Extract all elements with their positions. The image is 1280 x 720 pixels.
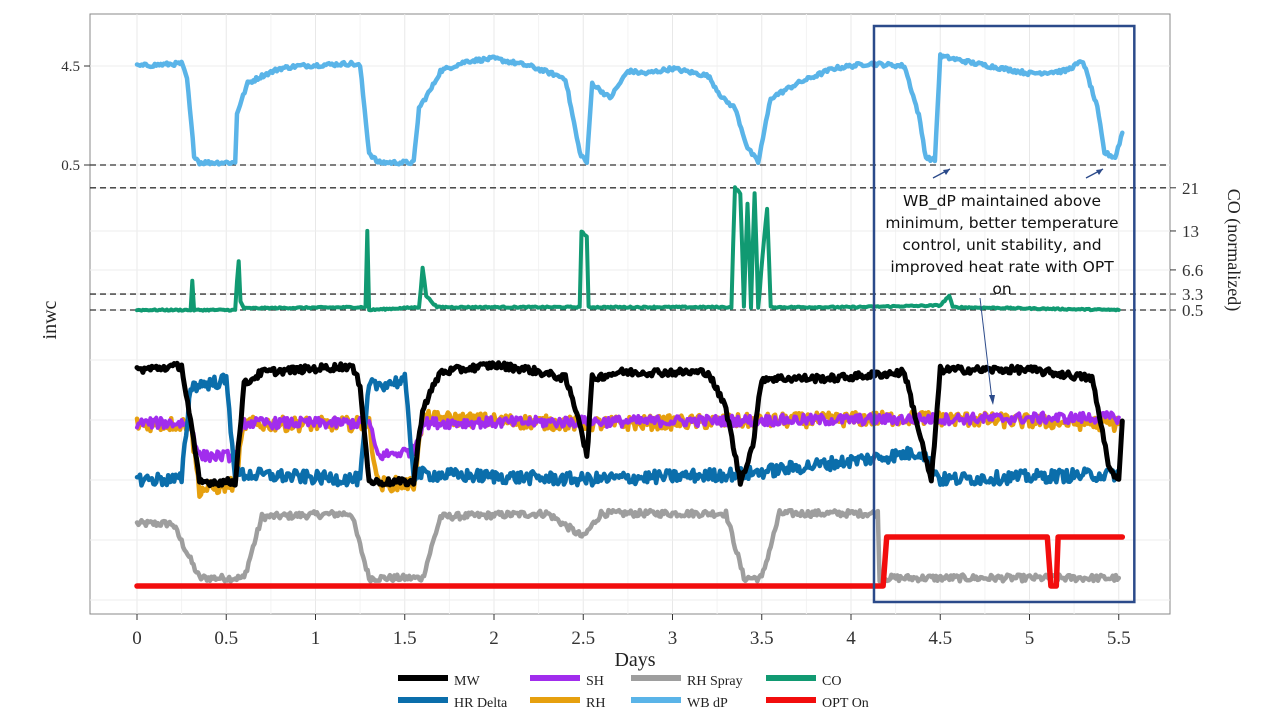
series-line-opt-on — [134, 534, 1126, 589]
legend-swatch-mw — [398, 675, 448, 681]
x-tick-label: 1.5 — [393, 628, 417, 649]
x-tick-label: 3 — [668, 628, 678, 649]
series-line-wb-dp — [134, 52, 1125, 167]
right-axis-ticks: 21 13 6.6 3.30.5 — [1170, 179, 1203, 320]
legend-swatch-rh — [530, 697, 580, 703]
right-axis-label: CO (normalized) — [1223, 189, 1244, 311]
highlight-box — [872, 24, 1136, 604]
legend-label: MW — [454, 674, 480, 689]
legend-label: HR Delta — [454, 696, 508, 711]
legend-swatch-sh — [530, 675, 580, 681]
annotation-text: WB_dP maintained above minimum, better t… — [885, 192, 1119, 298]
co-tick-label: 21 — [1182, 179, 1199, 198]
series-line-rh-spray — [134, 507, 1122, 584]
legend-label: WB dP — [687, 696, 728, 711]
plot-panel — [89, 13, 1171, 615]
co-tick-label: 0.5 — [1182, 301, 1203, 320]
legend: MW SH RH Spray CO HR Delta RH WB dP OPT On — [398, 674, 869, 711]
legend-swatch-wb-dp — [631, 697, 681, 703]
series-line-hr-delta — [134, 371, 1122, 488]
left-axis-label: inwc — [39, 300, 61, 339]
co-tick-label: 6.6 — [1182, 261, 1203, 280]
x-tick-label: 5 — [1025, 628, 1035, 649]
x-tick-label: 4 — [846, 628, 856, 649]
co-tick-label: 3.3 — [1182, 285, 1203, 304]
x-tick-label: 2 — [489, 628, 499, 649]
series-line-co — [135, 185, 1121, 313]
legend-label: RH Spray — [687, 674, 743, 689]
arrow-to-temps — [979, 297, 993, 401]
legend-label: CO — [822, 674, 841, 689]
x-tick-label: 2.5 — [571, 628, 595, 649]
arrow-head-3 — [989, 395, 995, 405]
x-tick-label: 3.5 — [750, 628, 774, 649]
legend-label: SH — [586, 674, 604, 689]
arrow-head-1 — [943, 169, 950, 175]
x-tick-label: 0 — [132, 628, 142, 649]
x-tick-label: 5.5 — [1107, 628, 1131, 649]
x-axis-label: Days — [614, 649, 655, 671]
legend-label: RH — [586, 696, 605, 711]
x-tick-label: 0.5 — [214, 628, 238, 649]
x-axis-ticks: 0 0.5 1 1.5 2 2.5 3 3.5 4 4.5 5 5.5 — [132, 614, 1131, 649]
co-tick-label: 13 — [1182, 222, 1199, 241]
arrow-head-2 — [1096, 169, 1103, 175]
x-tick-label: 1 — [311, 628, 321, 649]
legend-swatch-rh-spray — [631, 675, 681, 681]
series-line-mw — [134, 360, 1125, 489]
series-group — [134, 52, 1126, 589]
legend-swatch-hr-delta — [398, 697, 448, 703]
y-tick-label: 4.5 — [61, 59, 80, 75]
y-tick-label: 0.5 — [61, 158, 80, 174]
legend-label: OPT On — [822, 696, 869, 711]
left-axis-ticks: 4.5 0.5 — [61, 59, 90, 174]
x-tick-label: 4.5 — [928, 628, 952, 649]
legend-swatch-co — [766, 675, 816, 681]
annotation-arrows — [932, 168, 1104, 405]
legend-swatch-opt-on — [766, 697, 816, 703]
series-line-sh — [135, 410, 1121, 464]
